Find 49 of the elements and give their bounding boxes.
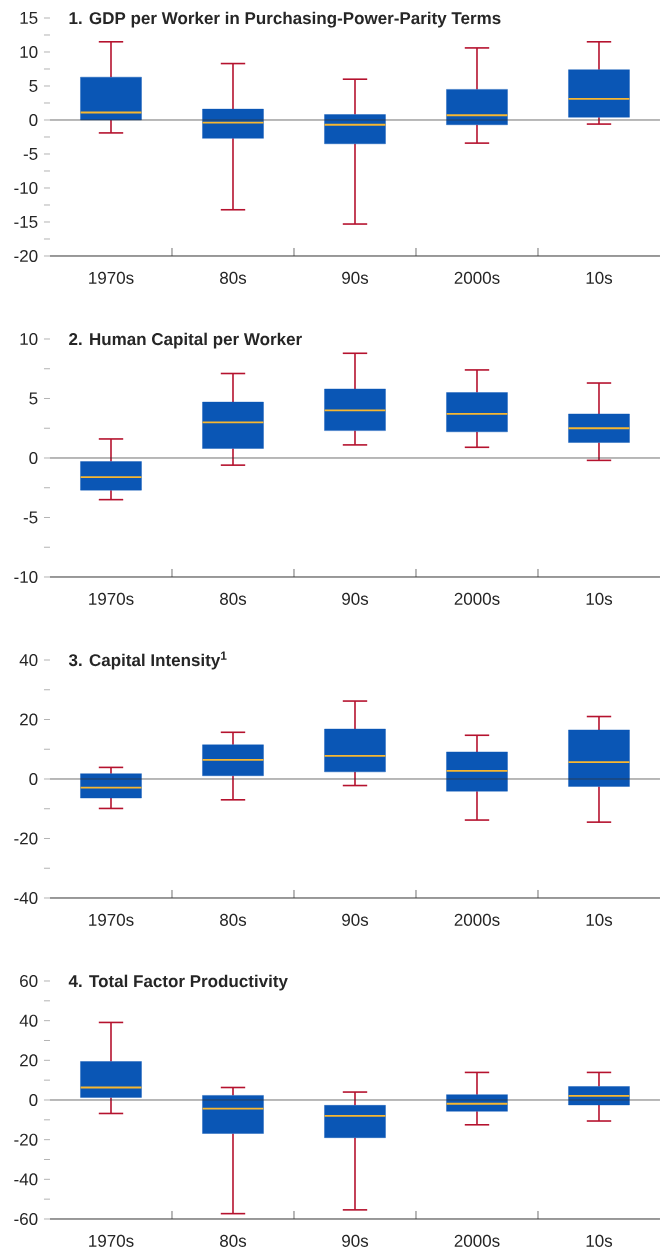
x-tick-label: 80s [220,271,247,284]
y-tick-label: 5 [29,392,38,405]
y-tick-label: 40 [19,653,38,667]
x-tick-label: 80s [220,913,247,926]
x-tick-label: 80s [220,1234,247,1247]
y-tick-label: 0 [29,451,38,465]
y-tick-label: 0 [29,1093,38,1107]
y-tick-label: 60 [20,974,38,988]
chart-title: 3. Capital Intensity$^{1}$ [68,651,227,670]
x-tick-label: 90s [342,1234,369,1247]
x-tick-label: 80s [220,592,247,605]
chart-title: 1. GDP per Worker in Purchasing-Power-Parity Terms [69,11,501,28]
y-tick-label: 0 [29,772,38,786]
y-tick-label: -20 [14,249,38,263]
chart-title: 2. Human Capital per Worker [69,332,302,349]
x-tick-label: 1970s [89,913,134,926]
x-tick-label: 10s [586,271,613,284]
y-tick-label: -5 [23,148,38,160]
y-tick-label: 5 [29,80,38,92]
y-tick-label: 20 [20,1054,38,1067]
x-tick-label: 2000s [454,592,500,605]
y-tick-label: 15 [20,12,38,24]
x-tick-label: 2000s [454,271,500,284]
x-tick-label: 2000s [454,1234,500,1247]
x-tick-label: 90s [342,271,369,284]
y-tick-label: -40 [14,1173,38,1186]
x-tick-label: 90s [342,592,369,605]
y-tick-label: -20 [14,832,38,845]
x-tick-label: 10s [586,592,613,605]
y-tick-label: -40 [14,891,38,905]
y-tick-label: -10 [14,181,38,195]
x-tick-label: 10s [586,1234,613,1247]
x-tick-label: 10s [586,913,613,926]
x-tick-label: 1970s [89,592,134,605]
x-tick-label: 2000s [454,913,500,926]
y-tick-label: -5 [23,511,38,524]
x-tick-label: 1970s [89,1234,134,1247]
y-tick-label: 10 [20,332,38,346]
y-tick-label: 40 [19,1014,38,1027]
x-tick-label: 90s [342,913,369,926]
y-tick-label: -10 [14,570,38,584]
chart-title: 4. Total Factor Productivity [68,974,288,991]
y-tick-label: -20 [14,1133,38,1146]
x-tick-label: 1970s [89,271,134,284]
y-tick-label: 20 [20,713,38,726]
y-tick-label: 10 [20,45,38,59]
y-tick-label: -15 [14,216,38,228]
y-tick-label: 0 [29,113,38,127]
y-tick-label: -60 [14,1212,38,1226]
